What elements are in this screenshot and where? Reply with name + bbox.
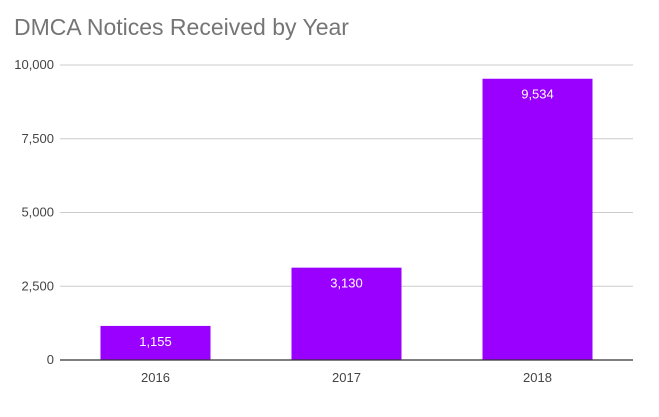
y-tick-label: 5,000 [21,205,54,220]
y-tick-label: 2,500 [21,278,54,293]
y-tick-label: 0 [47,352,54,367]
chart-title: DMCA Notices Received by Year [14,14,349,40]
x-tick-label: 2016 [141,370,170,385]
bar [482,78,593,360]
bar [291,267,402,360]
bar [100,325,211,360]
x-tick-label: 2018 [523,370,552,385]
data-label: 1,155 [139,334,172,349]
y-tick-label: 7,500 [21,131,54,146]
x-tick-label: 2017 [332,370,361,385]
data-label: 3,130 [330,276,363,291]
y-tick-label: 10,000 [14,57,54,72]
data-label: 9,534 [521,87,554,102]
